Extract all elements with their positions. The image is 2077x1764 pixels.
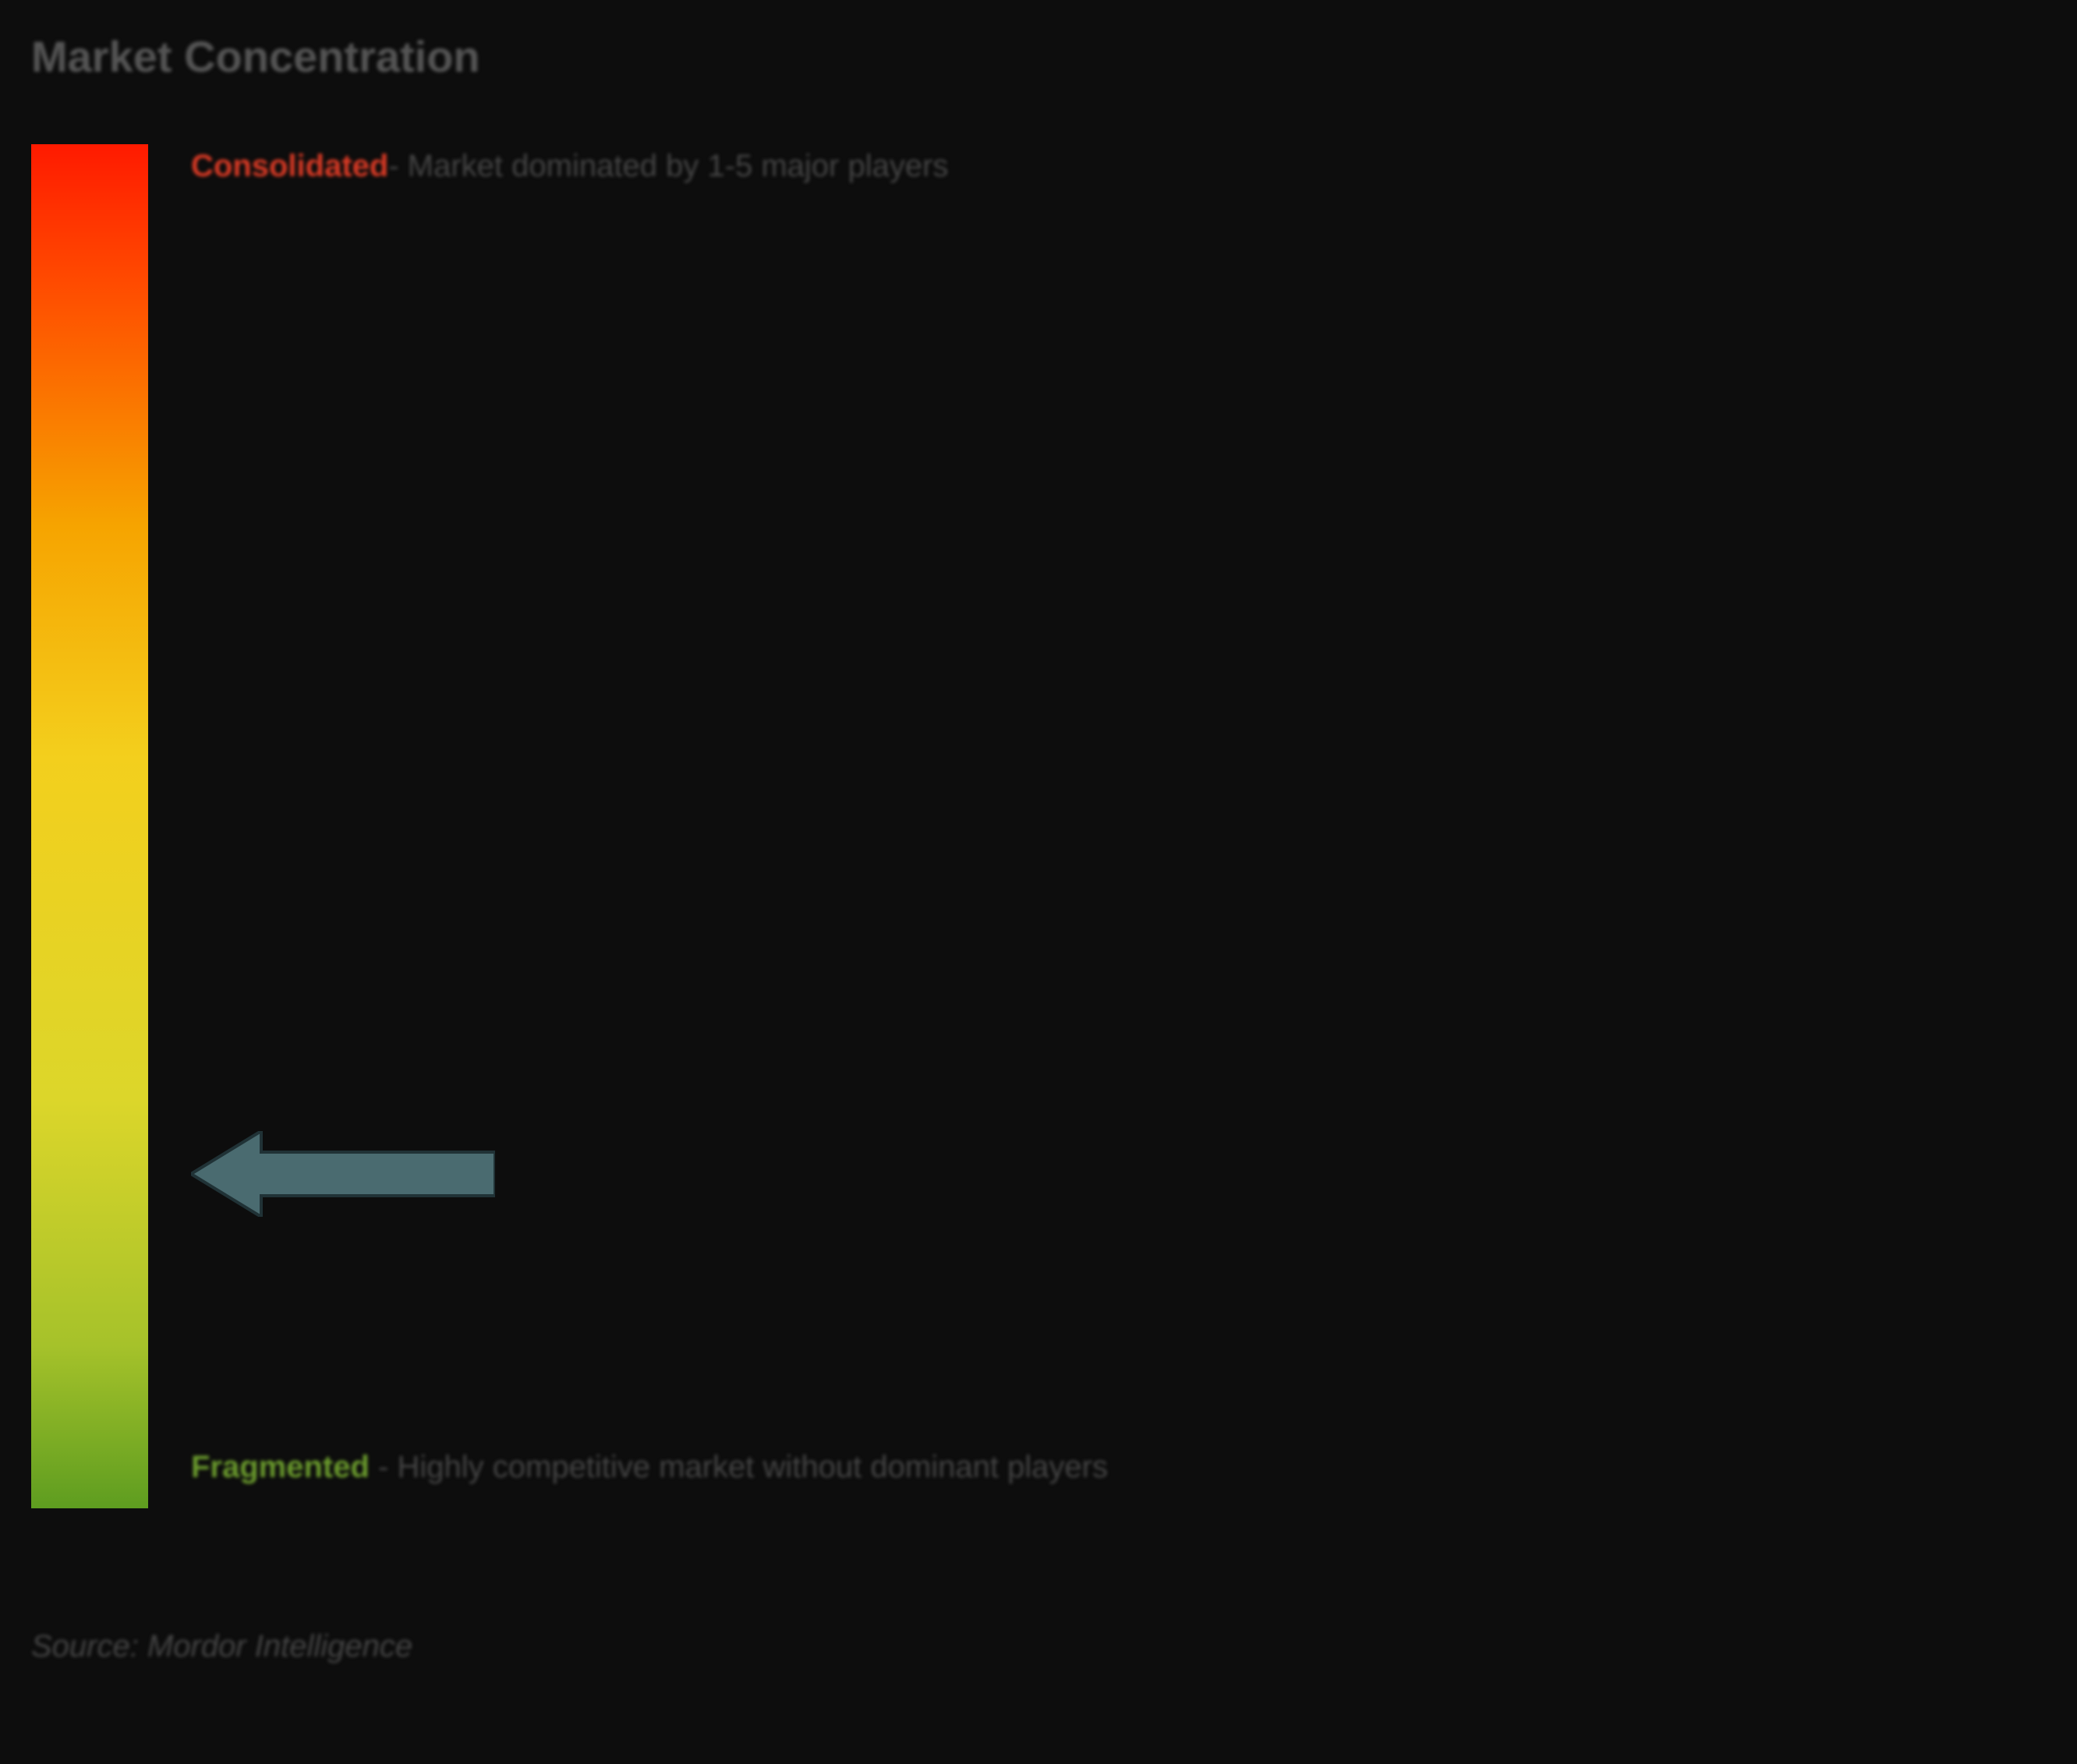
figure-title: Market Concentration: [31, 31, 2046, 82]
consolidated-label: Consolidated- Market dominated by 1-5 ma…: [191, 144, 2015, 188]
labels-column: Consolidated- Market dominated by 1-5 ma…: [191, 144, 2046, 1508]
fragmented-term: Fragmented: [191, 1450, 370, 1484]
indicator-arrow-icon: [191, 1131, 495, 1217]
concentration-scale-bar: [31, 144, 148, 1508]
fragmented-desc: - Highly competitive market without domi…: [370, 1450, 1108, 1484]
figure-inner: Market Concentration Consolidated- Marke…: [31, 31, 2046, 1508]
fragmented-label: Fragmented - Highly competitive market w…: [191, 1437, 2015, 1497]
consolidated-term: Consolidated: [191, 149, 388, 183]
indicator-arrow-wrap: [191, 1131, 495, 1221]
consolidated-desc: - Market dominated by 1-5 major players: [388, 149, 948, 183]
content-row: Consolidated- Market dominated by 1-5 ma…: [31, 144, 2046, 1508]
figure-canvas: Market Concentration Consolidated- Marke…: [0, 0, 2077, 1764]
source-text: Mordor Intelligence: [147, 1629, 412, 1663]
source-prefix: Source:: [31, 1629, 147, 1663]
source-attribution: Source: Mordor Intelligence: [31, 1629, 412, 1664]
